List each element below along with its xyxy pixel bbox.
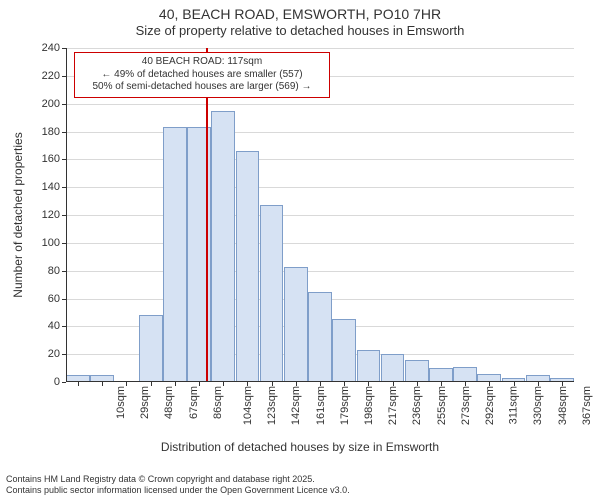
x-tick-mark xyxy=(417,382,418,386)
y-tick-mark xyxy=(62,382,66,383)
histogram-bar xyxy=(381,354,405,382)
x-tick-mark xyxy=(344,382,345,386)
x-tick-label: 348sqm xyxy=(557,386,569,425)
histogram-bar xyxy=(284,267,308,383)
histogram-bar xyxy=(453,367,477,382)
y-tick-label: 20 xyxy=(48,348,60,360)
x-tick-label: 10sqm xyxy=(115,386,127,419)
annotation-line-2: ← 49% of detached houses are smaller (55… xyxy=(81,69,323,82)
annotation-box: 40 BEACH ROAD: 117sqm ← 49% of detached … xyxy=(74,52,330,98)
x-tick-mark xyxy=(247,382,248,386)
grid-line xyxy=(66,104,574,105)
reference-line xyxy=(206,48,208,382)
x-tick-label: 104sqm xyxy=(242,386,254,425)
histogram-bar xyxy=(236,151,260,382)
x-tick-mark xyxy=(562,382,563,386)
y-tick-label: 60 xyxy=(48,293,60,305)
grid-line xyxy=(66,215,574,216)
x-tick-label: 273sqm xyxy=(460,386,472,425)
x-tick-mark xyxy=(223,382,224,386)
x-axis-label: Distribution of detached houses by size … xyxy=(0,440,600,454)
y-axis-label: Number of detached properties xyxy=(11,132,25,297)
footer-line-2: Contains public sector information licen… xyxy=(6,485,594,496)
x-tick-mark xyxy=(489,382,490,386)
histogram-bar xyxy=(139,315,163,382)
footer-line-1: Contains HM Land Registry data © Crown c… xyxy=(6,474,594,485)
x-tick-label: 292sqm xyxy=(484,386,496,425)
histogram-bar xyxy=(211,111,235,382)
x-tick-mark xyxy=(393,382,394,386)
chart-container: 40, BEACH ROAD, EMSWORTH, PO10 7HR Size … xyxy=(0,0,600,500)
histogram-bar xyxy=(260,205,284,382)
x-tick-mark xyxy=(465,382,466,386)
histogram-bar xyxy=(332,319,356,382)
x-tick-label: 311sqm xyxy=(507,386,519,424)
x-tick-mark xyxy=(126,382,127,386)
title-line-2: Size of property relative to detached ho… xyxy=(0,23,600,39)
grid-line xyxy=(66,271,574,272)
x-tick-label: 217sqm xyxy=(387,386,399,425)
histogram-bar xyxy=(308,292,332,382)
grid-line xyxy=(66,159,574,160)
x-axis-line xyxy=(66,381,574,382)
y-tick-label: 100 xyxy=(42,237,60,249)
grid-line xyxy=(66,187,574,188)
x-tick-label: 29sqm xyxy=(139,386,151,419)
x-tick-mark xyxy=(368,382,369,386)
x-tick-mark xyxy=(151,382,152,386)
histogram-bar xyxy=(405,360,429,382)
y-tick-label: 200 xyxy=(42,98,60,110)
x-tick-label: 330sqm xyxy=(532,386,544,425)
y-tick-label: 220 xyxy=(42,70,60,82)
x-tick-mark xyxy=(272,382,273,386)
x-tick-mark xyxy=(538,382,539,386)
x-tick-label: 236sqm xyxy=(412,386,424,425)
y-tick-label: 80 xyxy=(48,265,60,277)
x-tick-mark xyxy=(441,382,442,386)
footer: Contains HM Land Registry data © Crown c… xyxy=(0,472,600,500)
y-tick-label: 240 xyxy=(42,42,60,54)
plot-area: 02040608010012014016018020022024010sqm29… xyxy=(66,48,574,382)
x-tick-label: 198sqm xyxy=(363,386,375,425)
x-tick-label: 48sqm xyxy=(164,386,176,419)
x-tick-label: 367sqm xyxy=(581,386,593,425)
histogram-bar xyxy=(429,368,453,382)
annotation-line-1: 40 BEACH ROAD: 117sqm xyxy=(81,56,323,69)
x-tick-label: 86sqm xyxy=(212,386,224,419)
y-tick-label: 0 xyxy=(54,376,60,388)
x-tick-mark xyxy=(514,382,515,386)
grid-line xyxy=(66,132,574,133)
histogram-bar xyxy=(163,127,187,382)
x-tick-label: 123sqm xyxy=(266,386,278,425)
annotation-line-3: 50% of semi-detached houses are larger (… xyxy=(81,81,323,94)
title-block: 40, BEACH ROAD, EMSWORTH, PO10 7HR Size … xyxy=(0,6,600,38)
y-axis-line xyxy=(66,48,67,382)
grid-line xyxy=(66,48,574,49)
y-tick-label: 120 xyxy=(42,209,60,221)
x-tick-label: 255sqm xyxy=(436,386,448,425)
x-tick-label: 67sqm xyxy=(188,386,200,419)
x-tick-label: 142sqm xyxy=(291,386,303,425)
x-tick-mark xyxy=(175,382,176,386)
title-line-1: 40, BEACH ROAD, EMSWORTH, PO10 7HR xyxy=(0,6,600,23)
y-tick-label: 160 xyxy=(42,153,60,165)
x-tick-mark xyxy=(296,382,297,386)
y-tick-label: 180 xyxy=(42,126,60,138)
x-tick-mark xyxy=(102,382,103,386)
x-tick-label: 161sqm xyxy=(315,386,327,425)
y-tick-label: 140 xyxy=(42,181,60,193)
x-tick-mark xyxy=(199,382,200,386)
grid-line xyxy=(66,243,574,244)
x-tick-mark xyxy=(78,382,79,386)
histogram-bar xyxy=(357,350,381,382)
y-tick-label: 40 xyxy=(48,320,60,332)
x-tick-mark xyxy=(320,382,321,386)
x-tick-label: 179sqm xyxy=(339,386,351,425)
